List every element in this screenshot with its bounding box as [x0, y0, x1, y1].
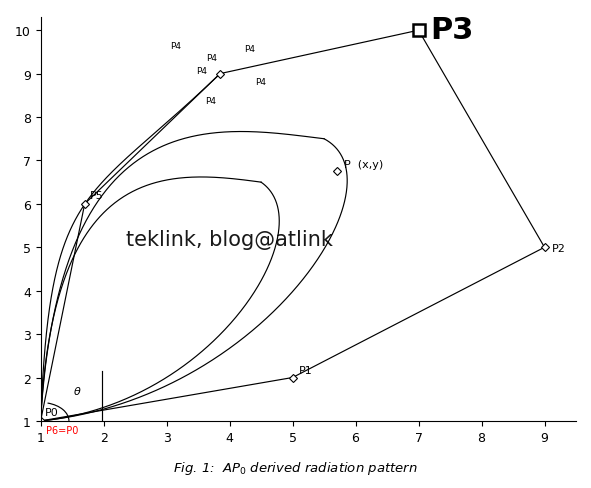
Text: P3: P3: [430, 16, 473, 45]
Text: Fig. 1:  $AP_0$ derived radiation pattern: Fig. 1: $AP_0$ derived radiation pattern: [173, 459, 418, 476]
Text: P4: P4: [244, 45, 255, 54]
Text: P6=P0: P6=P0: [46, 425, 78, 435]
Text: P4: P4: [171, 42, 181, 51]
Text: P4: P4: [205, 97, 216, 106]
Text: $\theta$: $\theta$: [73, 384, 82, 396]
Text: P0: P0: [44, 407, 58, 417]
Text: P4: P4: [255, 78, 267, 87]
Text: P1: P1: [299, 366, 313, 376]
Text: P4: P4: [206, 54, 217, 62]
Text: P2: P2: [552, 244, 566, 254]
Text: P4: P4: [196, 66, 207, 76]
Text: teklink, blog@atlink: teklink, blog@atlink: [126, 229, 333, 249]
Text: P5: P5: [90, 190, 103, 200]
Text: P  (x,y): P (x,y): [344, 160, 384, 170]
